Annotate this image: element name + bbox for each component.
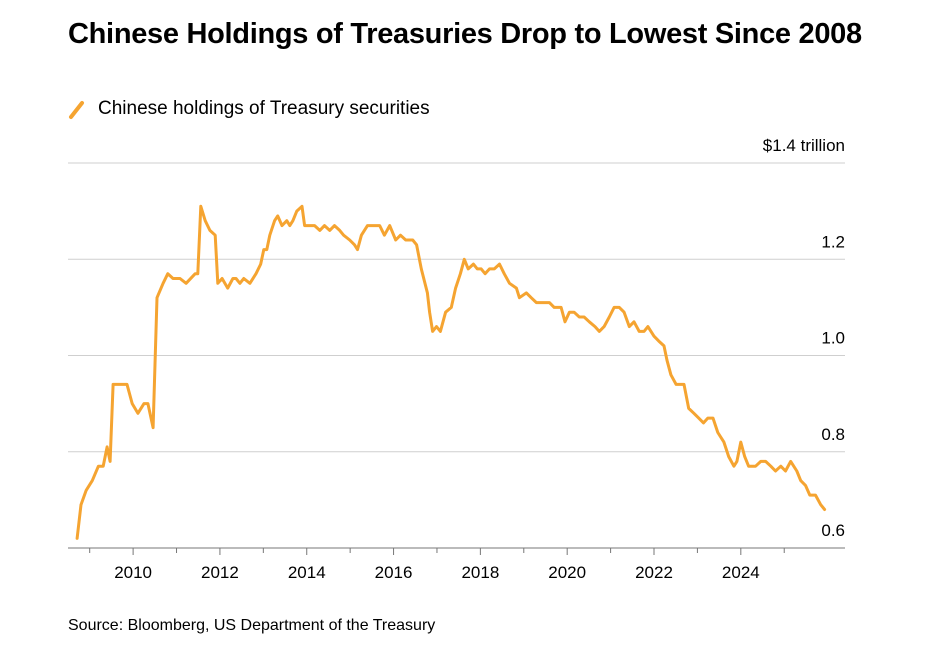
chart-title: Chinese Holdings of Treasuries Drop to L… bbox=[68, 18, 862, 50]
x-tick-label: 2020 bbox=[548, 563, 586, 582]
x-tick-label: 2014 bbox=[288, 563, 326, 582]
y-tick-label: 1.2 bbox=[821, 232, 845, 251]
legend-swatch bbox=[69, 101, 84, 119]
x-tick-label: 2022 bbox=[635, 563, 673, 582]
y-tick-label: 1.0 bbox=[821, 329, 845, 348]
data-line bbox=[75, 204, 827, 540]
legend-label: Chinese holdings of Treasury securities bbox=[98, 98, 430, 119]
y-tick-label: $1.4 trillion bbox=[763, 136, 845, 155]
x-tick-label: 2018 bbox=[461, 563, 499, 582]
x-tick-label: 2016 bbox=[375, 563, 413, 582]
x-tick-label: 2010 bbox=[114, 563, 152, 582]
y-tick-label: 0.8 bbox=[821, 425, 845, 444]
source-note: Source: Bloomberg, US Department of the … bbox=[68, 617, 436, 634]
x-tick-label: 2012 bbox=[201, 563, 239, 582]
legend: Chinese holdings of Treasury securities bbox=[68, 98, 430, 120]
y-tick-label: 0.6 bbox=[821, 521, 845, 540]
x-tick-label: 2024 bbox=[722, 563, 760, 582]
